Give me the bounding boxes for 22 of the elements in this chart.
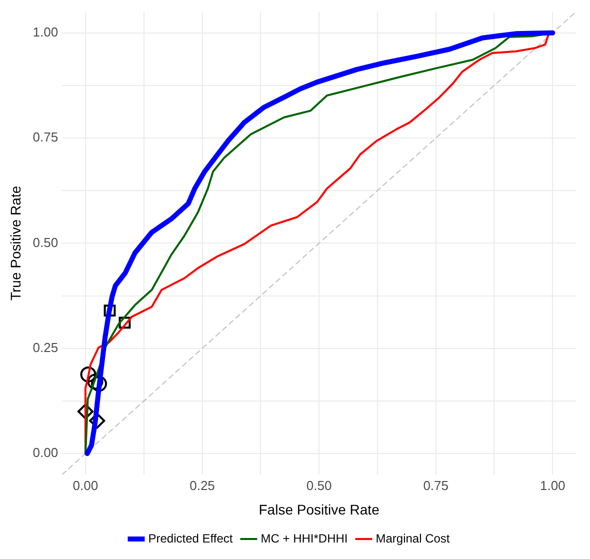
x-tick-label: 1.00 — [540, 478, 566, 493]
y-tick-label: 0.00 — [32, 445, 58, 460]
legend-label: MC + HHI*DHHI — [260, 531, 348, 546]
point — [80, 366, 96, 382]
y-tick-label: 0.50 — [32, 234, 58, 250]
y-tick-label: 0.25 — [32, 340, 58, 355]
x-axis-title: False Positive Rate — [258, 501, 380, 518]
point — [87, 374, 104, 390]
x-tick-label: 0.25 — [190, 478, 215, 493]
y-tick-label: 0.75 — [32, 130, 58, 145]
y-axis-title: True Positive Rate — [7, 186, 24, 301]
point — [118, 316, 131, 329]
x-tick-label: 0.75 — [423, 478, 448, 493]
y-tick-label: 1.00 — [32, 24, 58, 40]
point — [89, 412, 106, 429]
point — [91, 376, 108, 392]
legend-label: Marginal Cost — [376, 531, 450, 546]
point — [104, 304, 116, 316]
legend-label: Predicted Effect — [148, 531, 234, 546]
point — [77, 403, 94, 420]
x-tick-label: 0.50 — [306, 478, 332, 493]
x-tick-label: 0.00 — [72, 478, 98, 493]
